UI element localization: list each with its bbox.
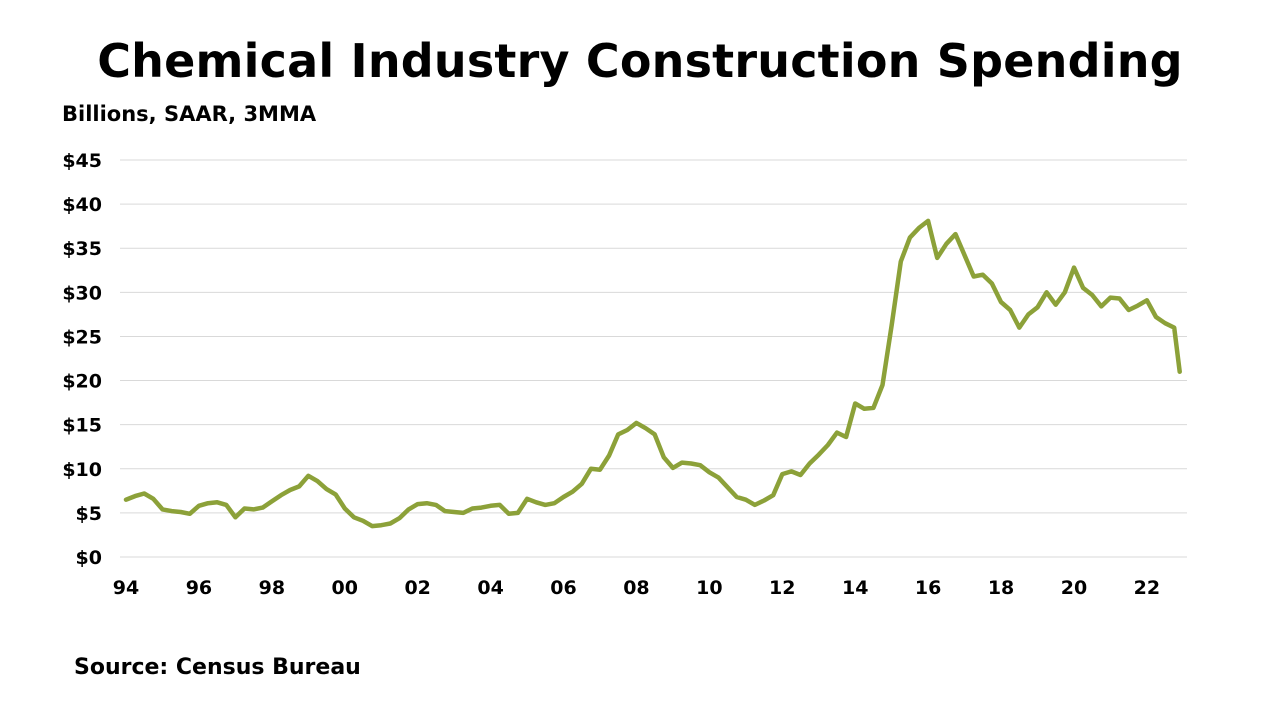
y-axis: $0 $5 $10 $15 $20 $25 $30 $35 $40 $45 (62, 150, 102, 569)
x-tick-label: 20 (1061, 577, 1087, 599)
x-tick-label: 14 (842, 577, 868, 599)
chart-title: Chemical Industry Construction Spending (97, 34, 1183, 88)
x-tick-label: 22 (1134, 577, 1160, 599)
x-tick-label: 12 (769, 577, 795, 599)
x-axis: 94 96 98 00 02 04 06 08 10 12 14 16 18 20 22 (113, 577, 1160, 599)
gridlines (120, 159, 1187, 558)
x-tick-label: 94 (113, 577, 139, 599)
series-group (123, 218, 1182, 529)
series-line-0 (123, 218, 1182, 529)
x-tick-label: 08 (623, 577, 649, 599)
y-tick-label: $40 (62, 194, 102, 216)
x-tick-label: 98 (259, 577, 285, 599)
x-tick-label: 02 (404, 577, 430, 599)
y-tick-label: $5 (76, 503, 102, 525)
x-tick-label: 96 (186, 577, 212, 599)
y-tick-label: $35 (62, 238, 102, 260)
x-tick-label: 06 (550, 577, 576, 599)
x-tick-label: 16 (915, 577, 941, 599)
y-tick-label: $0 (76, 547, 102, 569)
y-tick-label: $20 (62, 371, 102, 393)
x-tick-label: 10 (696, 577, 722, 599)
x-tick-label: 04 (477, 577, 503, 599)
chart-subtitle: Billions, SAAR, 3MMA (62, 102, 317, 126)
y-tick-label: $10 (62, 459, 102, 481)
source-note: Source: Census Bureau (74, 655, 361, 680)
y-tick-label: $15 (62, 415, 102, 437)
x-tick-label: 18 (988, 577, 1014, 599)
y-tick-label: $25 (62, 326, 102, 348)
y-tick-label: $30 (62, 282, 102, 304)
x-tick-label: 00 (332, 577, 358, 599)
y-tick-label: $45 (62, 150, 102, 172)
